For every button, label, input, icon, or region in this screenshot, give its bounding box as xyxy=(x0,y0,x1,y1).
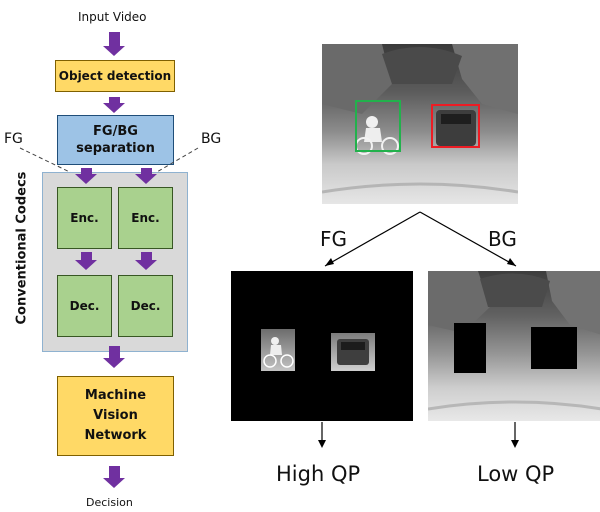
network-line1: Machine xyxy=(84,388,147,403)
bg-output-thumbnail xyxy=(428,271,600,421)
fg-result-label: High QP xyxy=(276,462,361,486)
bg-branch-label: BG xyxy=(488,227,517,251)
object-detection-box: Object detection xyxy=(55,60,175,92)
bg-detection-box xyxy=(431,104,480,148)
bg-side-label: BG xyxy=(201,131,222,147)
bg-mask-car xyxy=(531,327,577,369)
machine-vision-network-box: Machine Vision Network xyxy=(57,376,174,456)
input-frame-thumbnail xyxy=(322,44,518,204)
fg-patch-car xyxy=(331,333,375,371)
fg-branch-label: FG xyxy=(320,227,348,251)
dec-right-box: Dec. xyxy=(118,275,173,337)
network-line2: Vision xyxy=(93,408,138,423)
enc-right-label: Enc. xyxy=(131,211,160,225)
enc-right-box: Enc. xyxy=(118,187,173,249)
object-detection-label: Object detection xyxy=(58,69,172,83)
network-line3: Network xyxy=(84,428,147,443)
bg-mask-cyclist xyxy=(454,323,486,373)
fg-patch-cyclist xyxy=(261,329,295,371)
dec-left-box: Dec. xyxy=(57,275,112,337)
enc-left-box: Enc. xyxy=(57,187,112,249)
fg-detection-box xyxy=(355,100,401,152)
dec-left-label: Dec. xyxy=(69,299,100,313)
dec-right-label: Dec. xyxy=(130,299,161,313)
decision-label: Decision xyxy=(86,496,133,509)
separation-line2: separation xyxy=(76,141,155,156)
fg-output-thumbnail xyxy=(231,271,413,421)
separation-line1: FG/BG xyxy=(93,124,138,139)
input-video-label: Input Video xyxy=(78,10,147,24)
bg-result-label: Low QP xyxy=(477,462,555,486)
enc-left-label: Enc. xyxy=(70,211,99,225)
fg-side-label: FG xyxy=(4,131,23,147)
separation-box: FG/BG separation xyxy=(57,115,174,165)
